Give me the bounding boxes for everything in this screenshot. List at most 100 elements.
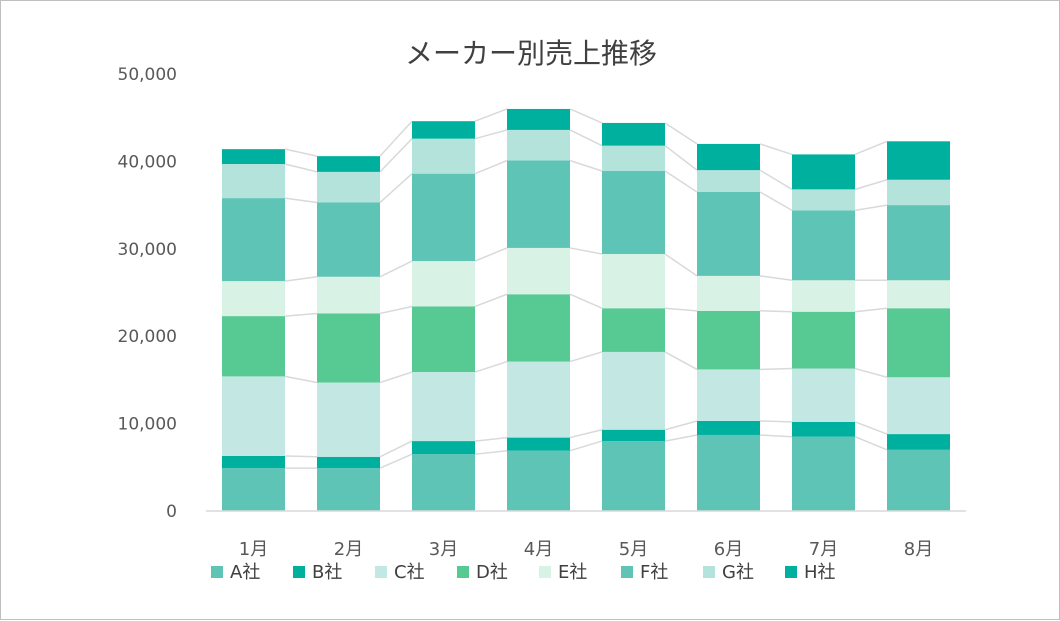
series-connector-line bbox=[569, 247, 603, 255]
x-axis: 1月 2月 3月 4月 5月 6月 7月 8月 bbox=[206, 510, 966, 560]
legend-swatch bbox=[293, 566, 305, 578]
bar-segment-8-7 bbox=[792, 154, 855, 190]
series-connector-line bbox=[664, 434, 698, 442]
bar-segment-7-1 bbox=[222, 164, 285, 199]
bar-segment-4-3 bbox=[412, 306, 475, 373]
series-connector-line bbox=[664, 307, 698, 312]
bar-segment-4-6 bbox=[697, 310, 760, 370]
x-tick-label: 4月 bbox=[524, 539, 553, 560]
series-connector-line bbox=[664, 122, 698, 145]
bar-segment-4-8 bbox=[887, 308, 950, 378]
bar-segment-8-1 bbox=[222, 149, 285, 165]
series-connector-line bbox=[379, 138, 413, 173]
series-connector-line bbox=[759, 143, 793, 156]
series-connector-line bbox=[759, 275, 793, 282]
legend-swatch bbox=[621, 566, 633, 578]
series-connector-line bbox=[854, 179, 888, 191]
x-tick-label: 2月 bbox=[334, 539, 363, 560]
series-connector-line bbox=[759, 169, 793, 191]
bar-segment-5-6 bbox=[697, 275, 760, 311]
series-connector-line bbox=[379, 173, 413, 204]
series-connector-line bbox=[569, 159, 603, 172]
bar-segment-8-3 bbox=[412, 121, 475, 139]
series-connector-line bbox=[569, 428, 603, 439]
bar-segment-6-8 bbox=[887, 205, 950, 281]
legend: A社 B社 C社 D社 E社 F社 G社 H社 bbox=[211, 562, 836, 583]
y-tick-label: 30,000 bbox=[118, 240, 177, 260]
series-connector-line bbox=[664, 253, 698, 277]
legend-label: C社 bbox=[394, 562, 425, 583]
legend-label: B社 bbox=[312, 562, 342, 583]
bar-segment-5-8 bbox=[887, 280, 950, 309]
bar-segment-6-5 bbox=[602, 171, 665, 255]
bar-segment-4-4 bbox=[507, 294, 570, 362]
bar-segment-7-2 bbox=[317, 171, 380, 203]
bar-segment-5-7 bbox=[792, 280, 855, 312]
legend-label: F社 bbox=[640, 562, 668, 583]
series-connector-line bbox=[379, 453, 413, 469]
bar-segment-8-6 bbox=[697, 143, 760, 171]
series-connector-line bbox=[474, 436, 508, 442]
bar-segment-7-8 bbox=[887, 179, 950, 206]
series-connector-line bbox=[664, 351, 698, 371]
bar-segment-8-4 bbox=[507, 108, 570, 130]
series-connector-line bbox=[284, 276, 318, 282]
series-connector-line bbox=[854, 140, 888, 156]
legend-swatch bbox=[457, 566, 469, 578]
legend-swatch bbox=[785, 566, 797, 578]
bar-segment-1-5 bbox=[602, 441, 665, 511]
series-connector-line bbox=[474, 360, 508, 373]
bar-segment-7-3 bbox=[412, 138, 475, 174]
bar-segment-8-2 bbox=[317, 156, 380, 172]
bar-segment-3-1 bbox=[222, 376, 285, 456]
bar-segment-7-5 bbox=[602, 145, 665, 172]
bar-segment-4-2 bbox=[317, 313, 380, 383]
series-connector-line bbox=[474, 293, 508, 308]
bar-segment-6-4 bbox=[507, 160, 570, 248]
bar-segment-2-5 bbox=[602, 429, 665, 442]
series-connector-line bbox=[664, 170, 698, 193]
x-tick-label: 6月 bbox=[714, 539, 743, 560]
bar-segment-2-6 bbox=[697, 420, 760, 435]
bar-segment-6-1 bbox=[222, 198, 285, 282]
bar-segment-1-1 bbox=[222, 468, 285, 511]
bar-segment-2-2 bbox=[317, 456, 380, 469]
legend-label: D社 bbox=[476, 562, 508, 583]
series-connector-line bbox=[759, 191, 793, 211]
bar-segment-4-5 bbox=[602, 308, 665, 352]
series-connector-line bbox=[759, 310, 793, 313]
series-connector-line bbox=[474, 129, 508, 140]
series-connector-line bbox=[759, 420, 793, 423]
chart-title: メーカー別売上推移 bbox=[405, 37, 657, 70]
bar-segment-7-7 bbox=[792, 189, 855, 211]
y-tick-label: 50,000 bbox=[118, 65, 177, 85]
bar-segment-5-3 bbox=[412, 261, 475, 307]
series-connector-line bbox=[284, 312, 318, 317]
bar-segment-4-7 bbox=[792, 311, 855, 369]
bar-segment-6-7 bbox=[792, 210, 855, 281]
bar-segment-3-5 bbox=[602, 351, 665, 430]
bar-segment-2-1 bbox=[222, 455, 285, 469]
legend-swatch bbox=[375, 566, 387, 578]
bar-segment-3-8 bbox=[887, 377, 950, 435]
series-connector-line bbox=[474, 159, 508, 175]
bar-segment-5-4 bbox=[507, 247, 570, 295]
bar-stack-area bbox=[222, 108, 950, 511]
legend-swatch bbox=[211, 566, 223, 578]
bar-segment-3-7 bbox=[792, 368, 855, 422]
x-tick-label: 7月 bbox=[809, 539, 838, 560]
legend-swatch bbox=[703, 566, 715, 578]
series-connector-line bbox=[854, 307, 888, 313]
bar-segment-1-7 bbox=[792, 436, 855, 511]
series-connector-line bbox=[284, 197, 318, 204]
bar-segment-5-2 bbox=[317, 276, 380, 314]
series-connector-line bbox=[569, 351, 603, 363]
series-connector-line bbox=[854, 367, 888, 379]
series-connector-line bbox=[379, 440, 413, 458]
bar-segment-3-4 bbox=[507, 361, 570, 438]
bar-segment-2-4 bbox=[507, 437, 570, 451]
bar-segment-1-6 bbox=[697, 434, 760, 511]
series-connector-line bbox=[474, 247, 508, 262]
